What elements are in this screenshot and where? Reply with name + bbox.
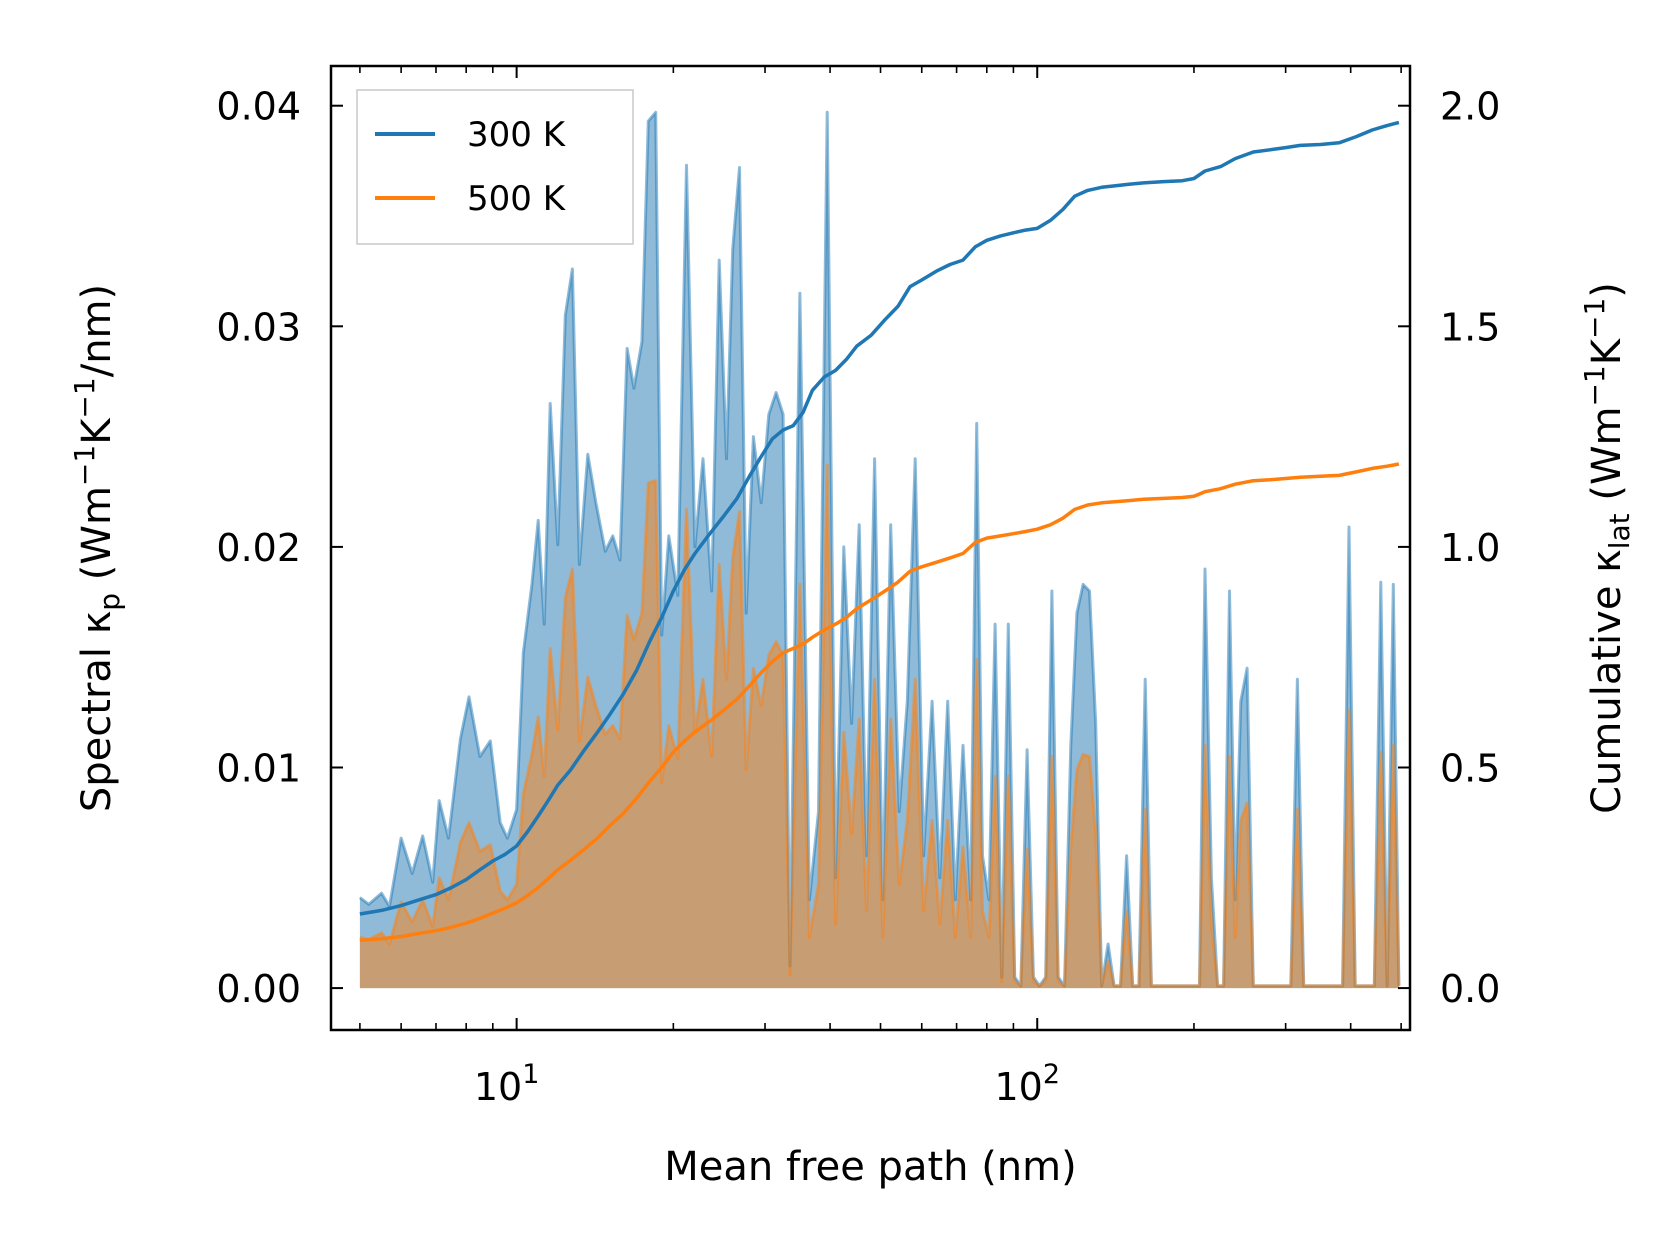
left-y-tick-label: 0.03: [216, 305, 301, 349]
cumulative-line-layer: [359, 120, 1400, 943]
tick-layer: 101 1020.000.010.020.030.040.00.51.01.52.…: [216, 66, 1500, 1109]
x-axis-label: Mean free path (nm): [664, 1144, 1076, 1190]
x-tick-label: 102: [994, 1059, 1060, 1109]
right-y-axis-label: Cumulative κlat (Wm−1K−1): [1578, 282, 1636, 814]
x-tick-exp: 2: [1043, 1059, 1060, 1090]
right-y-label-sub: lat: [1603, 513, 1636, 549]
legend-label-500k: 500 K: [467, 179, 567, 219]
left-y-axis-label: Spectral κp (Wm−1K−1/nm): [68, 284, 126, 812]
spectral-line-300k: [358, 110, 1401, 988]
left-y-label-units-close: /nm): [74, 284, 120, 377]
right-y-label-exp1: −1: [1578, 365, 1611, 406]
right-y-tick-label: 1.5: [1440, 305, 1500, 349]
legend: 300 K 500 K: [356, 89, 634, 245]
left-y-tick-label: 0.01: [216, 746, 301, 790]
right-y-tick-label: 0.5: [1440, 746, 1500, 790]
right-y-label-main: Cumulative κ: [1584, 549, 1630, 814]
spectral-fill-layer: [359, 112, 1399, 989]
cumulative-line-500k: [359, 462, 1400, 943]
spectral-line-layer: [358, 110, 1401, 988]
plot-frame: [329, 64, 1412, 1032]
right-y-label-units-open: (Wm: [1584, 407, 1630, 514]
right-y-label-mid: K: [1584, 337, 1630, 365]
right-y-tick-label: 1.0: [1440, 526, 1500, 570]
left-y-label-mid: K: [74, 417, 120, 445]
right-y-tick-label: 0.0: [1440, 967, 1500, 1011]
x-tick-base: 10: [994, 1065, 1042, 1109]
left-y-tick-label: 0.02: [216, 526, 301, 570]
spectral-line-500k: [359, 463, 1401, 988]
x-tick-exp: 1: [522, 1059, 539, 1090]
x-tick-label: 101: [474, 1059, 540, 1109]
left-y-label-sub: p: [93, 593, 126, 611]
left-y-label-units-open: (Wm: [74, 486, 120, 593]
left-y-label-main: Spectral κ: [74, 611, 120, 812]
left-y-label-exp2: −1: [68, 377, 101, 418]
legend-box: [356, 89, 634, 245]
cumulative-line-300k: [359, 120, 1400, 916]
x-tick-base: 10: [474, 1065, 522, 1109]
right-y-label-exp2: −1: [1578, 298, 1611, 339]
left-y-tick-label: 0.04: [216, 85, 301, 129]
right-y-label-units-close: ): [1584, 282, 1630, 298]
spectral-fill-500k: [359, 465, 1399, 989]
right-y-tick-label: 2.0: [1440, 85, 1500, 129]
left-y-tick-label: 0.00: [216, 967, 301, 1011]
left-y-label-exp1: −1: [68, 445, 101, 486]
legend-label-300k: 300 K: [467, 115, 567, 155]
